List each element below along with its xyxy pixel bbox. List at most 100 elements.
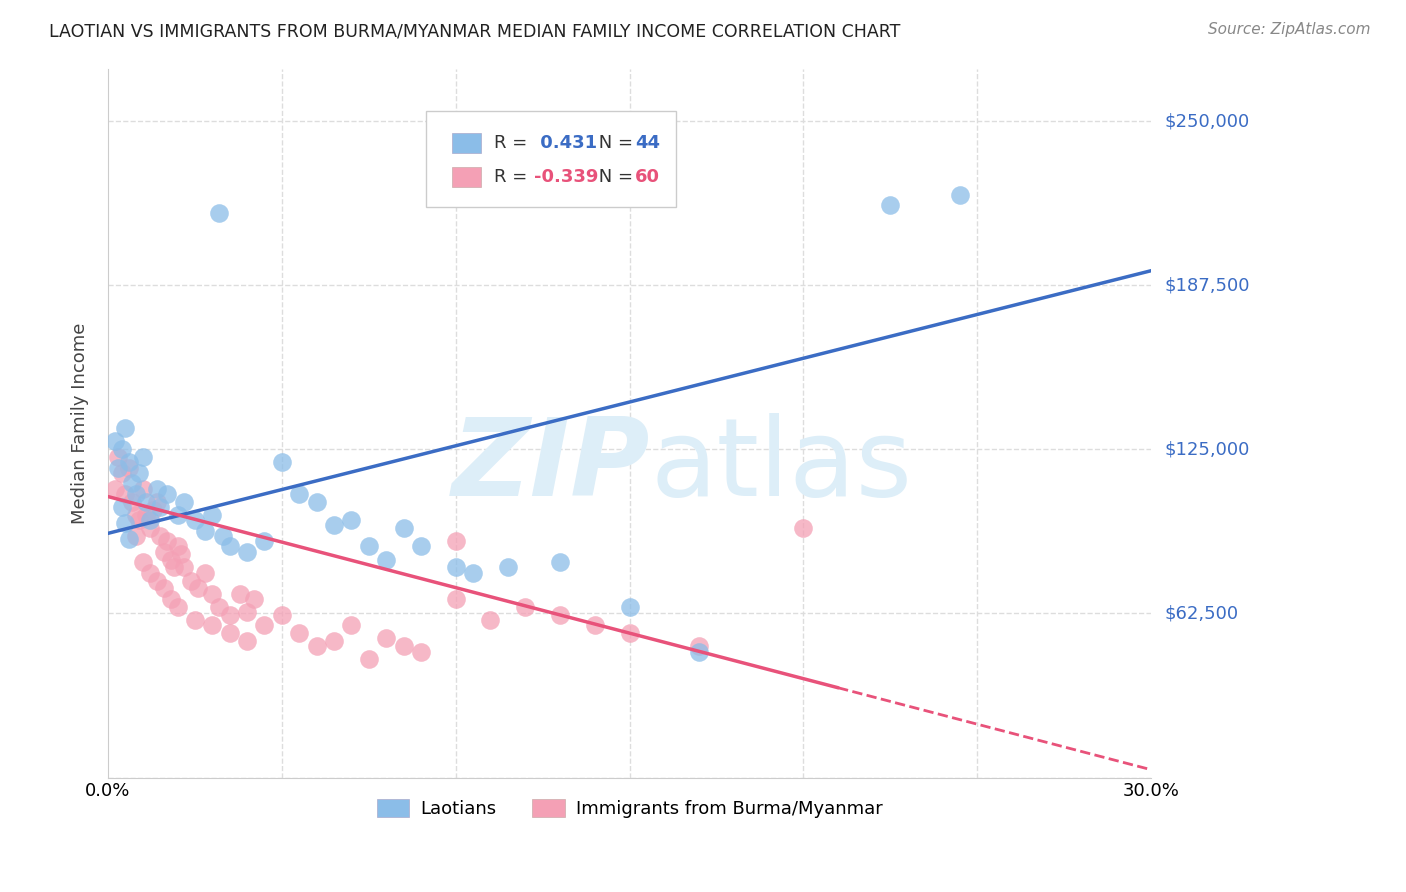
Point	[243, 592, 266, 607]
Text: -0.339: -0.339	[533, 168, 598, 186]
Point	[619, 626, 641, 640]
Point	[496, 560, 519, 574]
Point	[138, 513, 160, 527]
Point	[479, 613, 502, 627]
Text: 44: 44	[634, 134, 659, 152]
Point	[208, 599, 231, 614]
Text: $125,000: $125,000	[1166, 441, 1250, 458]
Text: N =: N =	[593, 134, 638, 152]
Point	[125, 529, 148, 543]
Point	[305, 640, 328, 654]
Point	[949, 187, 972, 202]
Point	[166, 540, 188, 554]
Point	[180, 574, 202, 588]
Point	[270, 455, 292, 469]
Point	[118, 532, 141, 546]
Point	[156, 534, 179, 549]
Point	[135, 508, 157, 522]
FancyBboxPatch shape	[453, 167, 481, 186]
Point	[211, 529, 233, 543]
Point	[253, 534, 276, 549]
Point	[184, 513, 207, 527]
Point	[111, 442, 134, 457]
Point	[128, 466, 150, 480]
Point	[149, 500, 172, 514]
Point	[107, 450, 129, 465]
Point	[548, 555, 571, 569]
Text: $62,500: $62,500	[1166, 605, 1239, 623]
Point	[125, 487, 148, 501]
Point	[173, 560, 195, 574]
Point	[104, 434, 127, 449]
Text: ZIP: ZIP	[451, 413, 651, 518]
Point	[201, 618, 224, 632]
Point	[111, 466, 134, 480]
Point	[515, 599, 537, 614]
Text: atlas: atlas	[651, 413, 912, 518]
Point	[107, 460, 129, 475]
Point	[142, 502, 165, 516]
Point	[444, 592, 467, 607]
Point	[121, 476, 143, 491]
Point	[392, 521, 415, 535]
Text: R =: R =	[494, 134, 533, 152]
Point	[879, 198, 901, 212]
Point	[619, 599, 641, 614]
Point	[288, 487, 311, 501]
Text: Source: ZipAtlas.com: Source: ZipAtlas.com	[1208, 22, 1371, 37]
Point	[128, 513, 150, 527]
Point	[357, 652, 380, 666]
Point	[375, 552, 398, 566]
Point	[156, 487, 179, 501]
Point	[132, 555, 155, 569]
Text: LAOTIAN VS IMMIGRANTS FROM BURMA/MYANMAR MEDIAN FAMILY INCOME CORRELATION CHART: LAOTIAN VS IMMIGRANTS FROM BURMA/MYANMAR…	[49, 22, 901, 40]
Point	[159, 552, 181, 566]
Point	[688, 640, 710, 654]
Point	[253, 618, 276, 632]
Text: 0.431: 0.431	[533, 134, 596, 152]
Point	[118, 460, 141, 475]
Point	[187, 582, 209, 596]
Point	[166, 508, 188, 522]
Point	[583, 618, 606, 632]
Point	[236, 545, 259, 559]
Text: R =: R =	[494, 168, 533, 186]
Point	[236, 634, 259, 648]
FancyBboxPatch shape	[426, 112, 676, 207]
Point	[125, 508, 148, 522]
Point	[323, 634, 346, 648]
Point	[409, 644, 432, 658]
Point	[288, 626, 311, 640]
Point	[132, 450, 155, 465]
Point	[132, 482, 155, 496]
Point	[159, 592, 181, 607]
Point	[444, 534, 467, 549]
Point	[194, 524, 217, 538]
Point	[152, 582, 174, 596]
Point	[357, 540, 380, 554]
Point	[138, 566, 160, 580]
Point	[138, 521, 160, 535]
Point	[145, 482, 167, 496]
Point	[173, 495, 195, 509]
Point	[444, 560, 467, 574]
Y-axis label: Median Family Income: Median Family Income	[72, 322, 89, 524]
Text: $187,500: $187,500	[1166, 277, 1250, 294]
Point	[688, 644, 710, 658]
FancyBboxPatch shape	[453, 133, 481, 153]
Point	[201, 587, 224, 601]
Point	[548, 607, 571, 622]
Point	[163, 560, 186, 574]
Point	[792, 521, 814, 535]
Point	[145, 574, 167, 588]
Point	[194, 566, 217, 580]
Point	[184, 613, 207, 627]
Point	[218, 540, 240, 554]
Legend: Laotians, Immigrants from Burma/Myanmar: Laotians, Immigrants from Burma/Myanmar	[370, 791, 890, 825]
Point	[208, 206, 231, 220]
Point	[392, 640, 415, 654]
Text: 60: 60	[634, 168, 659, 186]
Point	[323, 518, 346, 533]
Point	[340, 513, 363, 527]
Point	[145, 495, 167, 509]
